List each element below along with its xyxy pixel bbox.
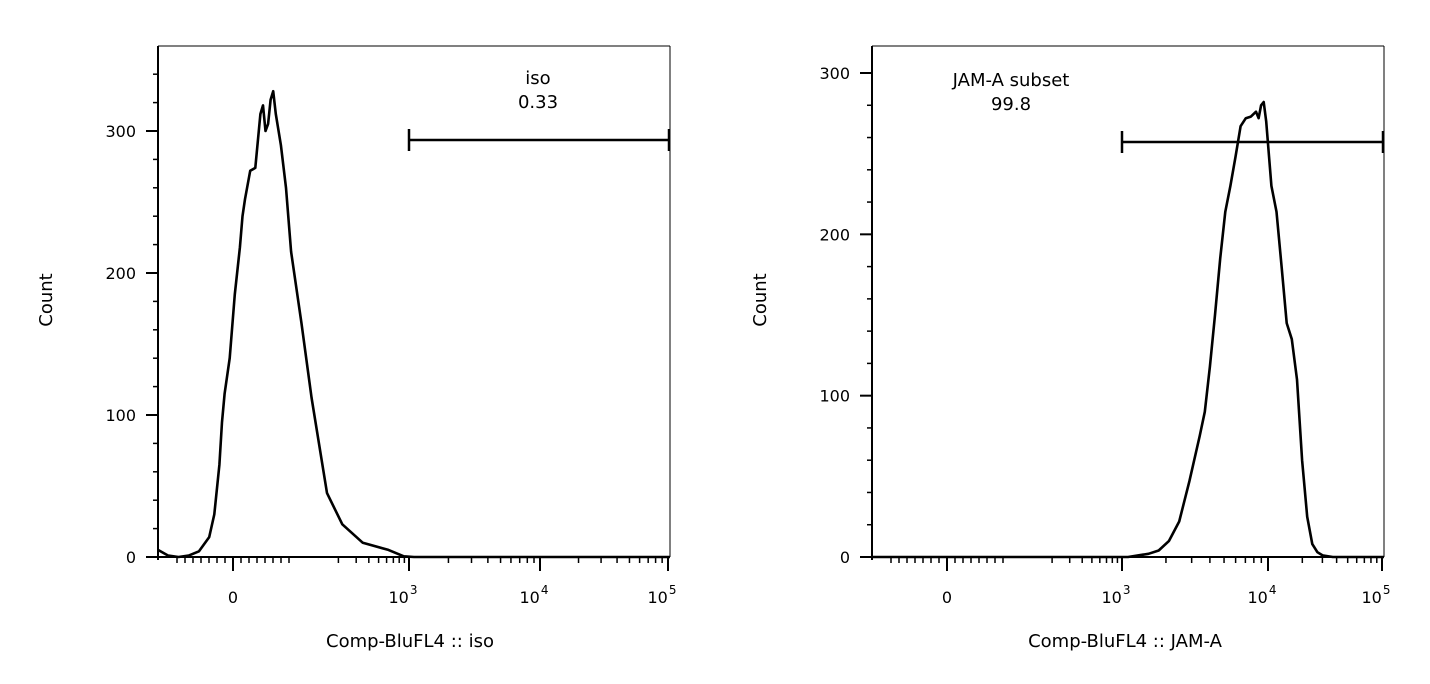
gate-name: iso [525,68,550,89]
y-tick-label: 300 [819,64,850,83]
x-tick-exponent: 5 [1383,583,1391,597]
y-tick-label: 0 [126,548,136,567]
x-axis-label: Comp-BluFL4 :: JAM-A [1028,631,1222,652]
x-tick-exponent: 5 [669,583,677,597]
x-tick-label: 104 [520,583,549,607]
x-axis-label: Comp-BluFL4 :: iso [326,631,494,652]
gate-name: JAM-A subset [952,70,1070,91]
histogram-curve [157,89,670,559]
x-tick-label: 105 [648,583,677,607]
gate-percentage: 99.8 [991,94,1031,115]
y-tick-label: 200 [819,225,850,244]
y-tick-label: 100 [105,406,136,425]
x-tick-label: 103 [389,583,418,607]
x-tick-exponent: 4 [1269,583,1277,597]
x-tick-exponent: 4 [541,583,549,597]
x-tick-label: 0 [228,588,238,607]
x-tick-label: 0 [942,588,952,607]
histogram-curve [872,100,1384,559]
y-tick-label: 0 [840,548,850,567]
x-tick-exponent: 3 [410,583,418,597]
x-tick-label: 103 [1102,583,1131,607]
gate-percentage: 0.33 [518,92,558,113]
y-tick-label: 300 [105,122,136,141]
y-tick-label: 200 [105,264,136,283]
y-axis-label: Count [750,273,771,326]
x-tick-exponent: 3 [1123,583,1131,597]
y-axis-label: Count [36,273,57,326]
y-tick-label: 100 [819,387,850,406]
x-tick-label: 104 [1248,583,1277,607]
x-tick-label: 105 [1362,583,1391,607]
